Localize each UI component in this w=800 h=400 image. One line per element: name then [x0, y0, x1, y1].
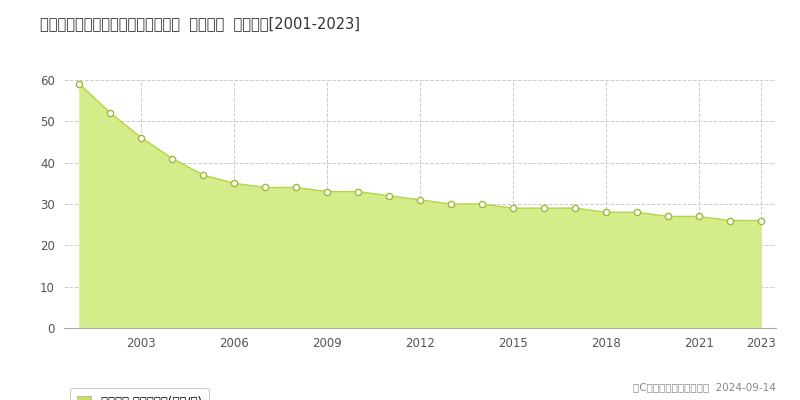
- Text: （C）土地価格ドットコム  2024-09-14: （C）土地価格ドットコム 2024-09-14: [633, 382, 776, 392]
- Text: 岐阜県大垣市南頬町４丁目１２番外  地価公示  地価推移[2001-2023]: 岐阜県大垣市南頬町４丁目１２番外 地価公示 地価推移[2001-2023]: [40, 16, 360, 31]
- Legend: 地価公示 平均坪単価(万円/坪): 地価公示 平均坪単価(万円/坪): [70, 388, 209, 400]
